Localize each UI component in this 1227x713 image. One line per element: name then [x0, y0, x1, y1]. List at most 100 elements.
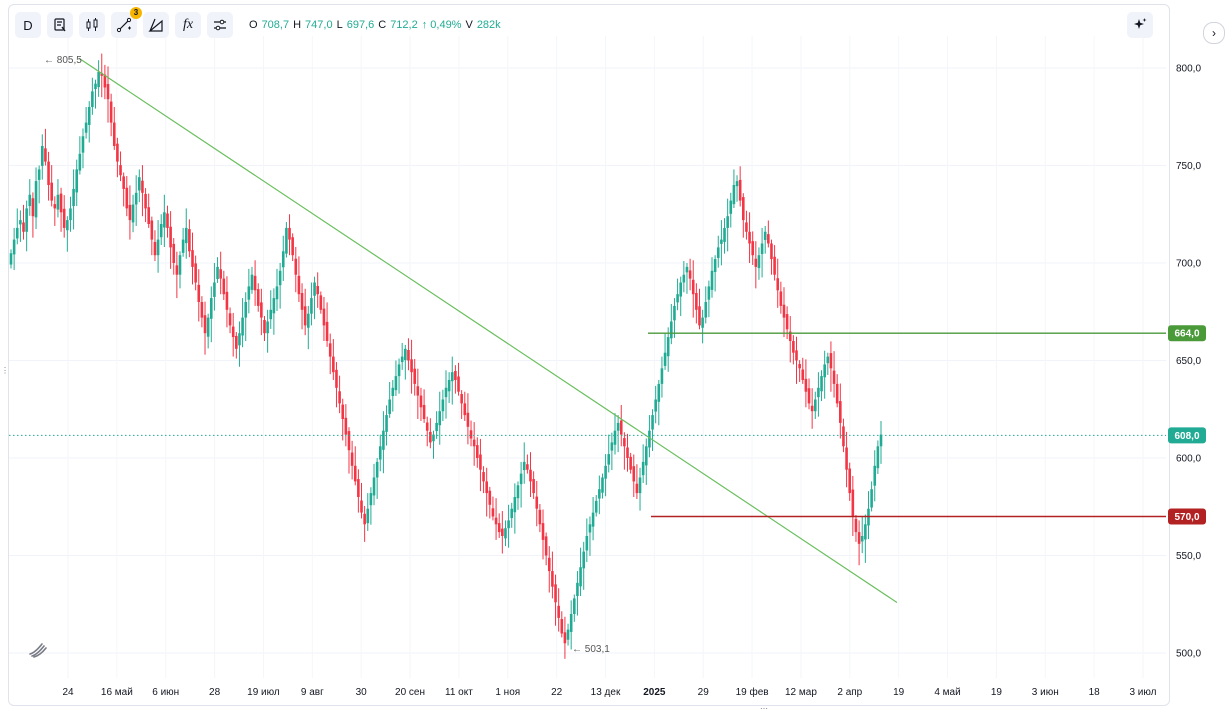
sparkles-icon [1134, 18, 1147, 29]
candle-body [829, 353, 833, 369]
drawings-button[interactable]: 3 [111, 7, 142, 38]
candle-body [419, 395, 423, 408]
candle-body [497, 523, 501, 533]
candle-body [253, 275, 257, 291]
candle-body [353, 465, 357, 482]
candle-body [84, 122, 88, 133]
candle-body [141, 180, 144, 193]
current-price-tag [1168, 427, 1206, 444]
candle-body [344, 417, 348, 435]
price-axis[interactable]: 500,0 550,0 600,0 650,0 700,0 750,0 800,0 664,0… [1168, 64, 1206, 660]
candle-body [773, 256, 776, 275]
candle-body [585, 536, 589, 551]
candle-body [641, 461, 645, 476]
templates-button[interactable] [143, 12, 169, 38]
candle-body [200, 302, 204, 318]
candle-body [519, 473, 523, 485]
candle-body [704, 302, 708, 318]
candle-body [723, 227, 726, 242]
candle-body [820, 376, 823, 392]
candle-body [638, 477, 642, 494]
candle-body [742, 197, 745, 221]
candle-body [75, 169, 79, 193]
candle-body [338, 391, 341, 404]
candle-body [22, 222, 25, 232]
candle-body [607, 454, 611, 465]
formula-icon: fx [182, 17, 194, 32]
candle-body [184, 227, 188, 244]
time-tick-label: 28 [209, 687, 221, 698]
candle-body [378, 446, 382, 460]
price-tick-label: 700,0 [1176, 259, 1201, 270]
settings-button[interactable] [207, 12, 233, 38]
candle-body [166, 213, 169, 228]
candle-body [272, 298, 276, 314]
price-tick-label: 550,0 [1176, 551, 1201, 562]
low-annotation: ← 503,1 [572, 644, 610, 655]
candle-body [826, 356, 830, 364]
candle-body [767, 234, 770, 244]
candle-body [50, 182, 53, 201]
candle-body [125, 187, 129, 209]
price-tick-label: 650,0 [1176, 356, 1201, 367]
candle-body [385, 415, 388, 432]
candle-body [685, 266, 689, 273]
replay-button[interactable] [47, 12, 73, 38]
candle-body [231, 326, 235, 338]
candle-body [316, 286, 319, 295]
chart-type-button[interactable] [79, 12, 105, 38]
ohlc-value: ↑ 0,49% [421, 19, 462, 31]
candle-body [138, 177, 141, 191]
time-tick-label: 3 июл [1129, 687, 1156, 698]
candle-body [720, 239, 723, 244]
candle-body [191, 250, 194, 267]
resize-grip-bottom-icon[interactable]: ⋯ [760, 704, 768, 713]
chart-frame [8, 4, 1170, 706]
candle-body [363, 513, 366, 525]
candle-body [582, 551, 585, 569]
candle-body [12, 239, 16, 255]
candle-body [557, 605, 560, 618]
candle-body [554, 584, 557, 603]
ai-assistant-button[interactable] [1127, 12, 1153, 38]
candle-body [644, 446, 648, 466]
candle-body [241, 317, 244, 336]
candle-body [569, 614, 573, 632]
candle-body [256, 289, 260, 306]
candle-body [203, 315, 207, 334]
candle-body [594, 500, 598, 513]
candle-body [551, 571, 554, 587]
sidebar-toggle-button[interactable]: › [1203, 22, 1225, 44]
candle-body [163, 212, 166, 228]
interval-button[interactable]: D [15, 12, 41, 38]
candle-body [144, 193, 147, 209]
candle-body [673, 305, 676, 321]
ruler-icon [148, 18, 163, 32]
indicators-button[interactable]: fx [175, 12, 201, 38]
candle-body [857, 532, 861, 544]
candle-body [109, 101, 113, 123]
candle-body [78, 153, 82, 171]
candle-body [676, 294, 679, 303]
candle-body [547, 557, 551, 572]
candle-body [745, 222, 748, 232]
candle-body [347, 431, 351, 451]
candle-body [285, 227, 288, 254]
time-tick-label: 19 фев [736, 686, 769, 698]
candle-body [194, 263, 197, 283]
candle-body [701, 317, 704, 328]
candle-body [475, 445, 479, 458]
candle-body [332, 356, 335, 373]
candle-body [619, 420, 623, 435]
time-tick-label: 20 сен [395, 687, 425, 698]
candle-body [864, 524, 867, 540]
candle-body [776, 278, 780, 291]
candle-body [44, 148, 47, 162]
time-axis[interactable]: 24 16 май 6 июн 28 19 июл 9 авг 30 20 сен 11 окт… [62, 686, 1156, 698]
candle-body [654, 399, 657, 412]
time-tick-label: 19 [893, 687, 905, 698]
resize-grip-icon[interactable]: ⋮ [1, 366, 9, 375]
candle-body [116, 143, 119, 162]
candle-body [72, 188, 75, 207]
